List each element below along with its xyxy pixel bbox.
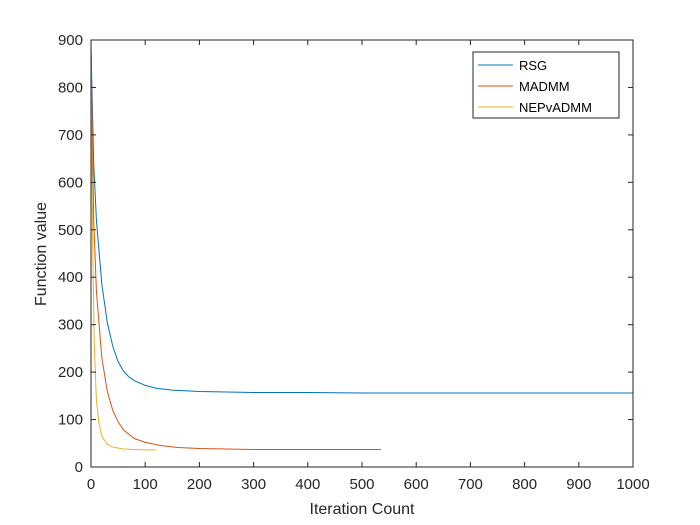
x-tick-label: 900 [566, 476, 591, 493]
y-tick-label: 500 [58, 222, 83, 239]
axes-layer: 0 100 200 300 400 500 600 700 800 900 1000 0 100 200 3… [58, 32, 650, 493]
series-layer [90, 47, 633, 451]
x-tick-label: 100 [133, 476, 158, 493]
y-tick-label: 300 [58, 317, 83, 334]
x-tick-label: 500 [349, 476, 374, 493]
x-tick-label: 300 [241, 476, 266, 493]
x-tick-label: 700 [458, 476, 483, 493]
y-tick-label: 700 [58, 127, 83, 144]
x-tick-label: 200 [187, 476, 212, 493]
y-tick-label: 400 [58, 269, 83, 286]
legend-entry-label: NEPvADMM [519, 100, 592, 115]
y-tick-label: 100 [58, 412, 83, 429]
y-tick-label: 800 [58, 79, 83, 96]
legend: RSG MADMM NEPvADMM [472, 51, 620, 119]
series-line-nepvadmm [90, 47, 157, 451]
legend-entry-label: RSG [519, 58, 547, 73]
x-tick-label: 1000 [616, 476, 649, 493]
y-tick-label: 200 [58, 364, 83, 381]
x-axis-label: Iteration Count [310, 501, 416, 518]
y-tick-label: 0 [75, 459, 83, 476]
legend-entry-label: MADMM [519, 79, 570, 94]
y-tick-label: 600 [58, 174, 83, 191]
y-axis-label: Function value [33, 202, 50, 306]
x-tick-label: 600 [404, 476, 429, 493]
x-tick-label: 800 [512, 476, 537, 493]
series-line-rsg [90, 47, 633, 394]
y-tick-label: 900 [58, 32, 83, 49]
series-line-madmm [90, 47, 381, 450]
x-tick-label: 400 [295, 476, 320, 493]
x-tick-label: 0 [87, 476, 95, 493]
